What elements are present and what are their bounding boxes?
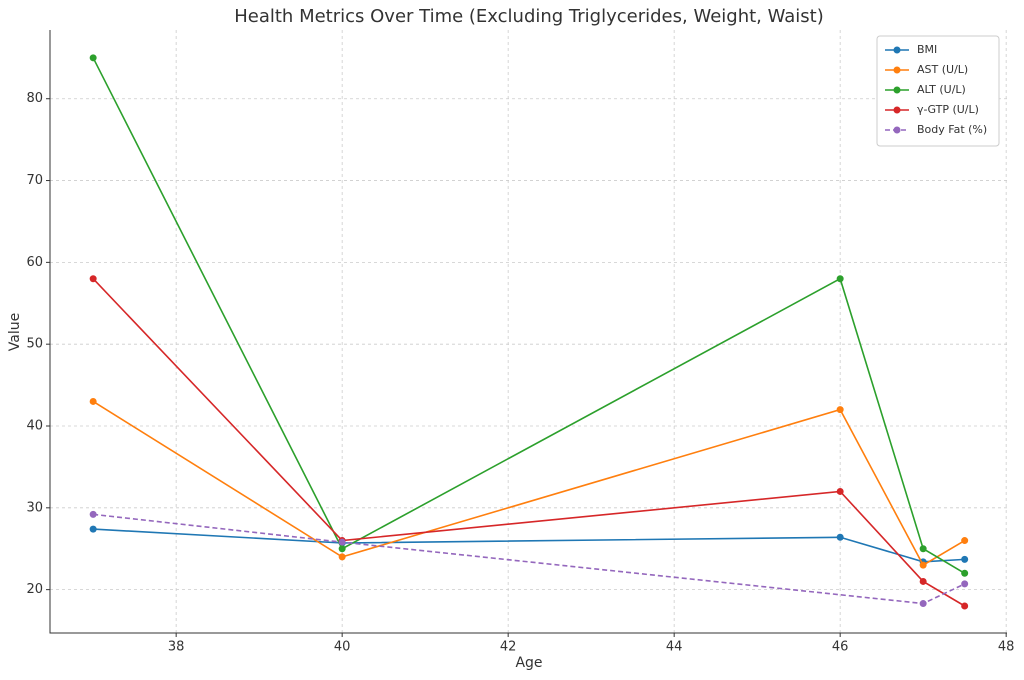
series-line xyxy=(92,278,966,607)
data-point xyxy=(89,510,97,518)
data-point xyxy=(836,406,844,414)
series-line xyxy=(93,513,966,605)
y-axis-label: Value xyxy=(7,313,23,351)
data-point xyxy=(836,275,844,283)
series-line xyxy=(93,528,965,563)
legend-label: BMI xyxy=(917,43,937,56)
data-point xyxy=(961,602,969,610)
data-point xyxy=(919,561,927,569)
y-tick-label: 20 xyxy=(26,582,43,597)
data-point xyxy=(961,537,969,545)
data-point xyxy=(961,580,969,588)
chart-title: Health Metrics Over Time (Excluding Trig… xyxy=(234,6,824,27)
data-point xyxy=(89,54,97,62)
data-point xyxy=(89,275,97,283)
legend-marker xyxy=(893,126,901,134)
y-tick-label: 80 xyxy=(26,91,43,106)
y-tick-label: 40 xyxy=(26,419,43,434)
data-point xyxy=(836,487,844,495)
data-point xyxy=(919,577,927,585)
data-point xyxy=(836,533,844,541)
data-point xyxy=(961,555,969,563)
data-point xyxy=(89,397,97,405)
legend-marker xyxy=(893,106,901,114)
x-tick-label: 42 xyxy=(500,640,517,655)
data-point xyxy=(89,525,97,533)
data-point xyxy=(338,545,346,553)
legend-box xyxy=(876,35,1000,147)
y-tick-label: 60 xyxy=(26,255,43,270)
legend-label: γ-GTP (U/L) xyxy=(917,103,979,116)
y-tick-label: 30 xyxy=(26,500,43,515)
y-tick-label: 70 xyxy=(26,173,43,188)
x-tick-label: 44 xyxy=(666,640,683,655)
data-point xyxy=(338,538,346,546)
x-tick-label: 46 xyxy=(832,640,849,655)
series-line xyxy=(92,57,966,574)
data-point xyxy=(338,553,346,561)
x-tick-label: 38 xyxy=(168,640,185,655)
legend-label: ALT (U/L) xyxy=(917,83,966,96)
legend-label: AST (U/L) xyxy=(917,63,968,76)
data-point xyxy=(919,600,927,608)
data-point xyxy=(919,545,927,553)
y-tick-label: 50 xyxy=(26,337,43,352)
legend-label: Body Fat (%) xyxy=(917,123,987,136)
legend-marker xyxy=(893,66,901,74)
legend: BMI AST (U/L) ALT (U/L) γ-GTP (U/L) Body Fat… xyxy=(876,35,1000,147)
x-tick-label: 48 xyxy=(998,640,1015,655)
axis-frame xyxy=(49,30,1007,634)
data-point xyxy=(961,569,969,577)
legend-marker xyxy=(893,46,901,54)
legend-marker xyxy=(893,86,901,94)
x-axis-label: Age xyxy=(515,655,542,671)
x-tick-label: 40 xyxy=(334,640,351,655)
